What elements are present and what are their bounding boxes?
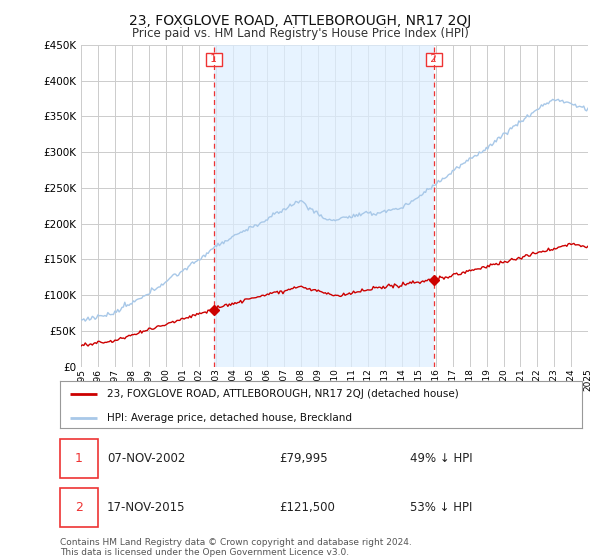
Text: 1: 1 xyxy=(75,452,83,465)
Text: 07-NOV-2002: 07-NOV-2002 xyxy=(107,452,185,465)
Text: 23, FOXGLOVE ROAD, ATTLEBOROUGH, NR17 2QJ (detached house): 23, FOXGLOVE ROAD, ATTLEBOROUGH, NR17 2Q… xyxy=(107,389,459,399)
FancyBboxPatch shape xyxy=(60,488,98,527)
Text: Contains HM Land Registry data © Crown copyright and database right 2024.
This d: Contains HM Land Registry data © Crown c… xyxy=(60,538,412,557)
Text: 2: 2 xyxy=(427,54,440,64)
Text: Price paid vs. HM Land Registry's House Price Index (HPI): Price paid vs. HM Land Registry's House … xyxy=(131,27,469,40)
Text: 23, FOXGLOVE ROAD, ATTLEBOROUGH, NR17 2QJ: 23, FOXGLOVE ROAD, ATTLEBOROUGH, NR17 2Q… xyxy=(129,14,471,28)
Text: 17-NOV-2015: 17-NOV-2015 xyxy=(107,501,185,514)
Text: 49% ↓ HPI: 49% ↓ HPI xyxy=(410,452,472,465)
Text: 1: 1 xyxy=(207,54,220,64)
Text: 2: 2 xyxy=(75,501,83,514)
Text: 53% ↓ HPI: 53% ↓ HPI xyxy=(410,501,472,514)
FancyBboxPatch shape xyxy=(60,439,98,478)
Text: £79,995: £79,995 xyxy=(279,452,328,465)
Text: HPI: Average price, detached house, Breckland: HPI: Average price, detached house, Brec… xyxy=(107,413,352,423)
Bar xyxy=(214,45,434,367)
Text: £121,500: £121,500 xyxy=(279,501,335,514)
